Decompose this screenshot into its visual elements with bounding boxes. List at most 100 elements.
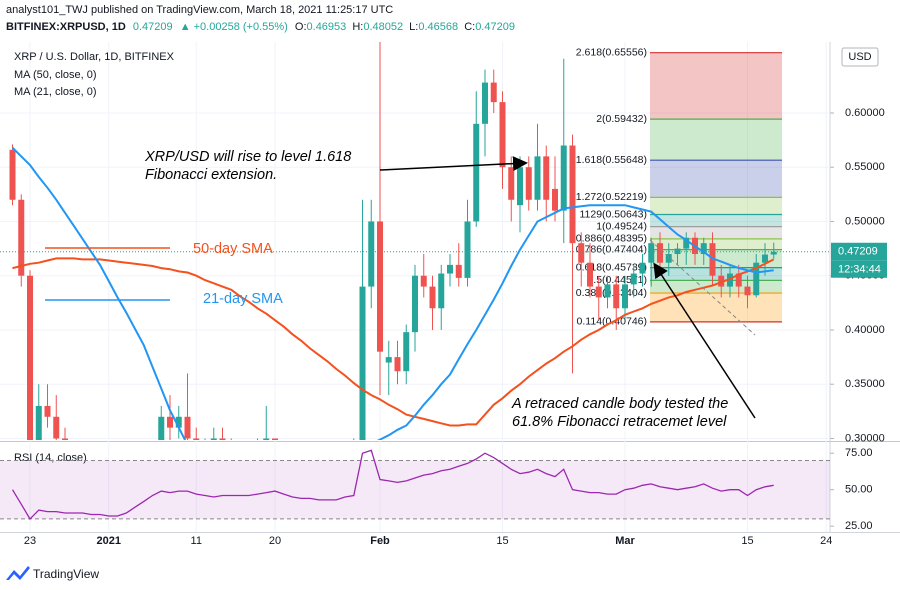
annotation: A retraced candle body tested the (511, 396, 728, 412)
fib-band (650, 293, 782, 322)
ohlc-value: 0.46568 (418, 21, 458, 33)
candle-body (368, 221, 375, 287)
moving-average (11, 146, 774, 440)
candle-body (455, 264, 462, 278)
candle-body (412, 275, 418, 333)
ohlc-value: 0.47209 (475, 21, 515, 33)
fib-band (650, 119, 782, 161)
fib-band (650, 52, 782, 120)
candle-body (385, 357, 392, 363)
candle-body (193, 438, 200, 440)
candle-body (158, 416, 165, 440)
candle-body (665, 254, 672, 263)
candle-body (543, 156, 550, 200)
candle-body (44, 405, 51, 417)
candle-body (438, 273, 445, 309)
candle-body (464, 221, 471, 278)
y-tick-label: 0.55000 (845, 161, 885, 173)
candle-body (88, 525, 94, 536)
rsi-tick-label: 75.00 (845, 447, 873, 459)
candle-body (560, 145, 567, 211)
fib-band (650, 197, 782, 215)
candle-body (255, 449, 261, 454)
candle-body (621, 284, 628, 309)
candle-body (35, 405, 42, 440)
candle-body (534, 156, 541, 200)
rsi-title: RSI (14, close) (14, 452, 87, 464)
candle-body (551, 188, 558, 211)
moving-average (12, 257, 775, 427)
candle-body (9, 149, 16, 200)
y-tick-label: 0.40000 (845, 324, 885, 336)
candle-body (735, 273, 742, 287)
ohlc-key: C: (464, 21, 475, 33)
candle-body (80, 525, 86, 536)
annotation: XRP/USD will rise to level 1.618 (144, 149, 351, 165)
x-tick-label: Mar (615, 535, 635, 547)
brand: TradingView (33, 567, 99, 581)
legend-ma21: MA (21, close, 0) (14, 86, 97, 98)
candles (9, 42, 777, 536)
fib-label: 1129(0.50643) (579, 208, 647, 220)
candle-body (403, 332, 410, 372)
annotation: 21-day SMA (203, 291, 283, 307)
ohlc-key: H: (352, 21, 363, 33)
candle-body (516, 167, 523, 206)
trend-line (649, 239, 756, 336)
symbol-line: BITFINEX:XRPUSD, 1D 0.47209 ▲ +0.00258 (… (6, 21, 515, 33)
candle-body (648, 243, 655, 263)
arrow (379, 156, 528, 172)
change: ▲ +0.00258 (+0.55%) (180, 21, 288, 33)
annotation: 50-day SMA (193, 241, 273, 257)
candle-body (62, 438, 69, 440)
author-line: analyst101_TWJ published on TradingView.… (6, 4, 393, 16)
candle-body (613, 284, 620, 309)
x-tick-label: 24 (820, 535, 832, 547)
x-tick-label: 23 (24, 535, 36, 547)
candle-body (246, 455, 252, 460)
fib-label: 1.272(0.52219) (576, 191, 647, 203)
x-tick-label: Feb (370, 535, 390, 547)
candle-body (377, 221, 384, 352)
candle-body (263, 438, 270, 440)
candle-body (490, 82, 497, 103)
fib-band (650, 238, 782, 250)
candle-body (394, 357, 401, 372)
fib-label: 0.786(0.47404) (576, 243, 647, 255)
candle-body (761, 254, 768, 263)
candle-body (586, 262, 593, 287)
annotation: Fibonacci extension. (145, 167, 277, 183)
logo (6, 566, 30, 580)
arrow (653, 262, 756, 419)
annotation: 61.8% Fibonacci retracemet level (512, 414, 727, 430)
candle-body (753, 262, 760, 296)
footer: TradingView (6, 566, 99, 581)
ohlc-key: L: (409, 21, 418, 33)
candle-body (429, 286, 436, 309)
annotation-layer: XRP/USD will rise to level 1.618 Fibonac… (45, 149, 756, 430)
candle-body (683, 237, 690, 249)
candle-body (97, 525, 103, 526)
fib-label: 0.618(0.45739) (576, 261, 647, 273)
candle-body (639, 262, 646, 274)
fib-label: 1.618(0.55648) (576, 154, 647, 166)
fib-band (650, 226, 782, 239)
candle-body (446, 264, 453, 274)
candle-body (656, 243, 663, 263)
candle-body (272, 438, 279, 440)
rsi-line (11, 449, 774, 520)
ohlc-value: 0.46953 (307, 21, 347, 33)
x-tick-label: 20 (269, 535, 281, 547)
candle-body (595, 286, 602, 298)
candle-body (604, 284, 611, 298)
ohlc-value: 0.48052 (363, 21, 403, 33)
fib-label: 2(0.59432) (596, 113, 647, 125)
candle-body (578, 243, 585, 263)
fib-band (650, 160, 782, 198)
candle-body (27, 275, 34, 440)
fib-label: 0.5(0.44571) (587, 274, 647, 286)
x-tick-label: 11 (191, 535, 202, 547)
candle-body (184, 416, 191, 439)
x-tick-label: 15 (496, 535, 508, 547)
